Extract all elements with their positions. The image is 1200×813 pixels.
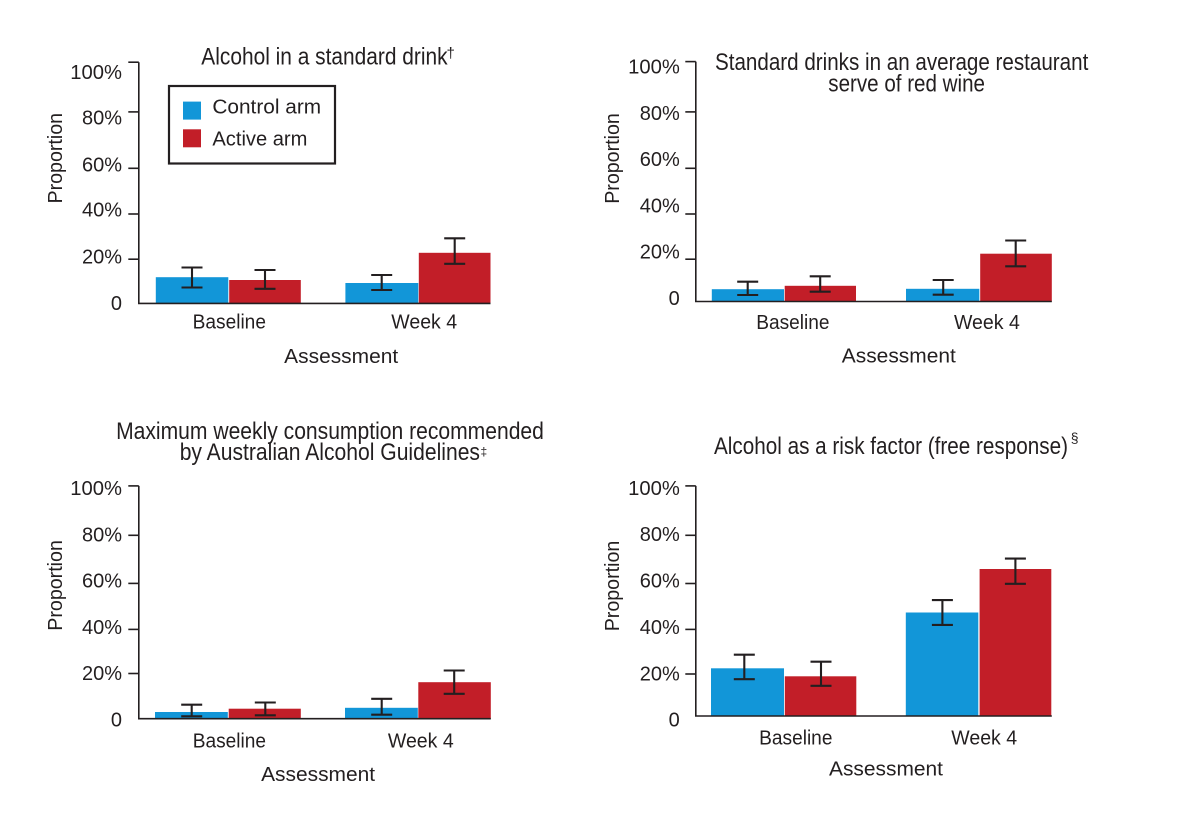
svg-text:60%: 60%: [640, 571, 680, 593]
svg-text:Week 4: Week 4: [954, 312, 1020, 334]
svg-text:Proportion: Proportion: [45, 540, 67, 631]
svg-text:‡: ‡: [481, 445, 488, 459]
svg-text:Control arm: Control arm: [212, 97, 321, 119]
svg-text:Standard drinks in an average: Standard drinks in an average restaurant: [715, 49, 1089, 76]
svg-text:Active arm: Active arm: [212, 129, 307, 151]
svg-text:60%: 60%: [640, 149, 680, 171]
svg-text:0: 0: [669, 710, 680, 732]
svg-text:60%: 60%: [82, 155, 122, 177]
svg-text:Alcohol as a risk factor (free: Alcohol as a risk factor (free response): [714, 433, 1068, 460]
svg-text:by Australian Alcohol Guidelin: by Australian Alcohol Guidelines: [180, 439, 480, 466]
svg-text:60%: 60%: [82, 571, 122, 593]
svg-text:100%: 100%: [628, 57, 680, 79]
svg-text:40%: 40%: [82, 200, 122, 222]
svg-text:Week 4: Week 4: [391, 311, 457, 333]
svg-text:Baseline: Baseline: [193, 311, 266, 333]
svg-text:Proportion: Proportion: [602, 541, 624, 632]
svg-text:100%: 100%: [628, 478, 680, 500]
svg-text:80%: 80%: [640, 103, 680, 125]
svg-text:100%: 100%: [70, 478, 122, 500]
svg-text:Baseline: Baseline: [759, 727, 832, 749]
svg-text:0: 0: [111, 293, 122, 315]
svg-text:20%: 20%: [82, 663, 122, 685]
svg-text:Baseline: Baseline: [193, 731, 266, 753]
svg-text:20%: 20%: [82, 246, 122, 268]
svg-text:Assessment: Assessment: [842, 346, 956, 368]
svg-text:80%: 80%: [82, 108, 122, 130]
svg-text:§: §: [1071, 430, 1079, 446]
svg-text:40%: 40%: [640, 195, 680, 217]
svg-text:40%: 40%: [640, 617, 680, 639]
svg-text:20%: 20%: [640, 242, 680, 264]
svg-text:Maximum weekly consumption rec: Maximum weekly consumption recommended: [116, 418, 544, 445]
svg-text:40%: 40%: [82, 617, 122, 639]
svg-text:80%: 80%: [82, 524, 122, 546]
svg-text:†: †: [447, 45, 455, 62]
svg-text:100%: 100%: [70, 62, 122, 84]
svg-text:80%: 80%: [640, 524, 680, 546]
svg-text:Assessment: Assessment: [261, 764, 375, 786]
svg-text:Proportion: Proportion: [45, 113, 67, 204]
svg-text:Week 4: Week 4: [951, 727, 1017, 749]
svg-text:Week 4: Week 4: [388, 731, 454, 753]
svg-text:0: 0: [111, 709, 122, 731]
svg-text:Assessment: Assessment: [284, 346, 398, 368]
svg-text:serve of red wine: serve of red wine: [828, 71, 985, 98]
svg-text:20%: 20%: [640, 663, 680, 685]
svg-text:Baseline: Baseline: [756, 312, 829, 334]
svg-text:0: 0: [669, 288, 680, 310]
svg-text:Assessment: Assessment: [829, 759, 943, 781]
svg-text:Proportion: Proportion: [602, 113, 624, 204]
svg-text:Alcohol in a standard drink: Alcohol in a standard drink: [201, 44, 448, 71]
